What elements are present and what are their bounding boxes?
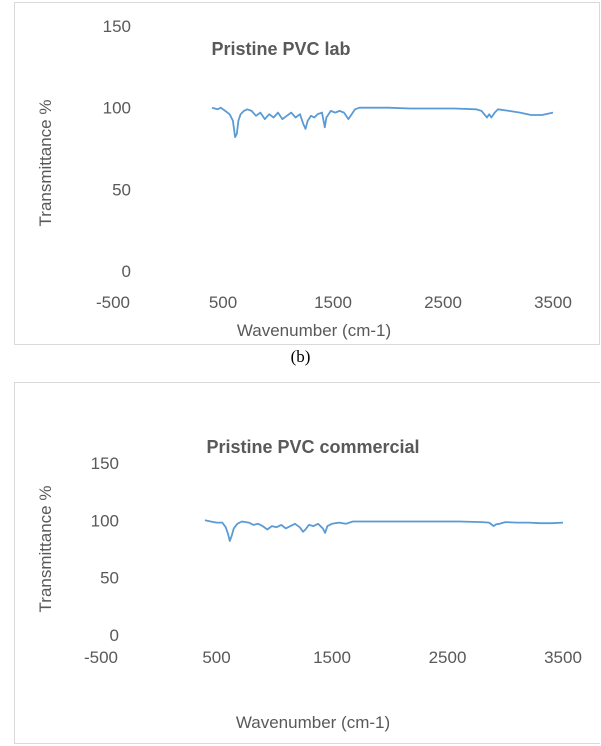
chart-svg-lab: Pristine PVC lab Transmittance % Wavenum… <box>36 17 572 340</box>
y-tick-group: 0 50 100 150 <box>91 454 119 645</box>
y-tick-label: 100 <box>91 511 119 530</box>
x-tick-group: -500 500 1500 2500 3500 <box>84 648 582 667</box>
chart-panel-commercial: Pristine PVC commercial Transmittance % … <box>14 382 600 744</box>
x-tick-label: 500 <box>202 648 230 667</box>
series-line <box>204 519 564 542</box>
x-axis-label: Wavenumber (cm-1) <box>236 713 390 732</box>
x-tick-group: -500 500 1500 2500 3500 <box>96 293 572 312</box>
y-tick-label: 150 <box>103 17 131 36</box>
x-tick-label: 500 <box>209 293 237 312</box>
x-tick-label: 1500 <box>313 648 351 667</box>
x-tick-label: -500 <box>84 648 118 667</box>
x-tick-label: 1500 <box>314 293 352 312</box>
y-tick-label: 0 <box>122 262 131 281</box>
chart-panel-lab: Pristine PVC lab Transmittance % Wavenum… <box>14 2 600 345</box>
chart-title: Pristine PVC commercial <box>206 437 419 457</box>
plot-area <box>211 106 554 139</box>
y-axis-label: Transmittance % <box>36 100 55 227</box>
y-tick-label: 100 <box>103 99 131 118</box>
y-tick-label: 0 <box>110 626 119 645</box>
x-tick-label: 3500 <box>534 293 572 312</box>
y-tick-label: 50 <box>112 180 131 199</box>
y-tick-label: 150 <box>91 454 119 473</box>
y-axis-label: Transmittance % <box>36 486 55 613</box>
x-tick-label: 2500 <box>424 293 462 312</box>
x-tick-label: 2500 <box>429 648 467 667</box>
y-tick-label: 50 <box>100 569 119 588</box>
y-tick-group: 0 50 100 150 <box>103 17 131 281</box>
x-axis-label: Wavenumber (cm-1) <box>237 321 391 340</box>
figure-caption: (b) <box>290 347 311 366</box>
x-tick-label: -500 <box>96 293 130 312</box>
x-tick-label: 3500 <box>544 648 582 667</box>
chart-title: Pristine PVC lab <box>211 39 350 59</box>
series-line <box>211 106 554 139</box>
chart-svg-commercial: Pristine PVC commercial Transmittance % … <box>36 437 582 732</box>
plot-area <box>204 519 564 542</box>
